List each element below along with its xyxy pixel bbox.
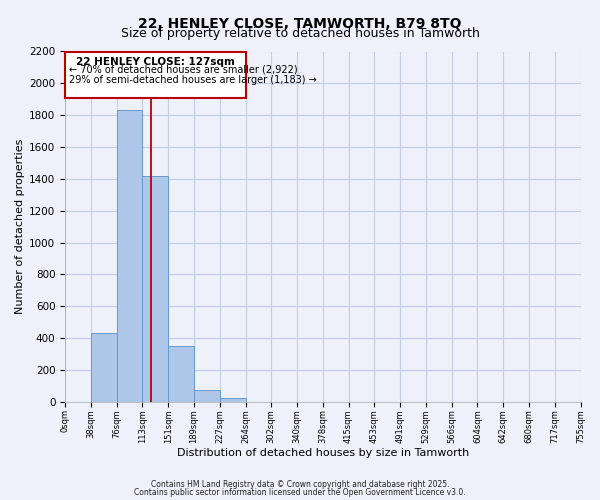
Text: ← 70% of detached houses are smaller (2,922): ← 70% of detached houses are smaller (2,… <box>69 64 298 74</box>
Text: Size of property relative to detached houses in Tamworth: Size of property relative to detached ho… <box>121 28 479 40</box>
Text: 29% of semi-detached houses are larger (1,183) →: 29% of semi-detached houses are larger (… <box>69 74 317 85</box>
Bar <box>116 110 142 402</box>
Text: Contains HM Land Registry data © Crown copyright and database right 2025.: Contains HM Land Registry data © Crown c… <box>151 480 449 489</box>
Bar <box>220 398 245 402</box>
Bar <box>142 176 168 402</box>
Text: Contains public sector information licensed under the Open Government Licence v3: Contains public sector information licen… <box>134 488 466 497</box>
Bar <box>65 52 245 98</box>
Text: 22 HENLEY CLOSE: 127sqm: 22 HENLEY CLOSE: 127sqm <box>76 57 235 67</box>
Text: 22, HENLEY CLOSE, TAMWORTH, B79 8TQ: 22, HENLEY CLOSE, TAMWORTH, B79 8TQ <box>138 18 462 32</box>
Y-axis label: Number of detached properties: Number of detached properties <box>15 139 25 314</box>
Bar <box>194 390 220 402</box>
Bar <box>168 346 194 402</box>
Bar <box>91 333 116 402</box>
X-axis label: Distribution of detached houses by size in Tamworth: Distribution of detached houses by size … <box>176 448 469 458</box>
